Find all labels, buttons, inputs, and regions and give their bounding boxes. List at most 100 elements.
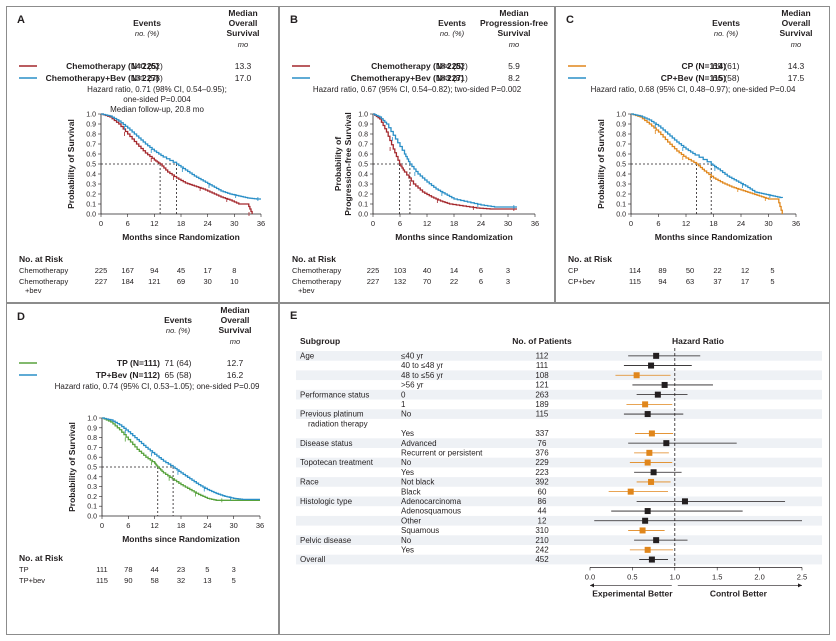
legend-label: CP+Bev (N=115): [661, 73, 726, 83]
y-tick-label: 1.0: [358, 112, 368, 119]
y-tick-label: 0.7: [358, 142, 368, 149]
risk-value: 14: [450, 266, 458, 275]
y-tick-label: 0.8: [87, 435, 97, 442]
y-tick-label: 0.6: [358, 152, 368, 159]
km-curve-bevacizumab: [631, 113, 783, 199]
km-curve-bevacizumab: [101, 113, 261, 200]
median-header-line: Median: [228, 8, 257, 18]
y-tick-label: 0.8: [616, 132, 626, 139]
km-curve-control: [102, 417, 260, 501]
subgroup-level: >56 yr: [401, 381, 424, 390]
risk-value: 17: [203, 266, 211, 275]
legend-events: 131 (58): [131, 73, 163, 83]
y-tick-label: 0.3: [86, 182, 96, 189]
hazard-ratio-marker: [644, 411, 651, 418]
arrowhead-left-icon: [590, 583, 594, 588]
y-tick-label: 1.0: [86, 112, 96, 119]
hazard-ratio-marker: [627, 488, 634, 495]
legend-events: 66 (58): [713, 73, 740, 83]
legend-median: 5.9: [508, 61, 520, 71]
row-shade: [296, 438, 822, 448]
hazard-ratio-note: Median follow-up, 20.8 mo: [110, 105, 204, 114]
risk-value: 184: [121, 277, 134, 286]
y-tick-label: 0.8: [86, 132, 96, 139]
x-tick-label: 24: [477, 219, 485, 228]
km-curve-bevacizumab: [102, 417, 260, 500]
risk-value: 94: [150, 266, 158, 275]
risk-table-title: No. at Risk: [19, 254, 63, 264]
median-header-line: Overall: [229, 18, 258, 28]
patient-count: 44: [538, 507, 547, 516]
row-shade: [296, 535, 822, 545]
median-header-line: Survival: [779, 28, 812, 38]
x-tick-label: 12: [150, 521, 158, 530]
row-shade: [296, 389, 822, 400]
panel-e: E Subgroup No. of Patients Hazard Ratio Age ≤…: [279, 303, 830, 635]
risk-row-label: TP: [19, 565, 29, 574]
risk-value: 37: [713, 277, 721, 286]
y-tick-label: 0.2: [86, 192, 96, 199]
risk-value: 114: [629, 266, 641, 275]
patient-count: 392: [535, 478, 549, 487]
x-tick-label: 18: [177, 219, 185, 228]
y-tick-label: 0.2: [87, 494, 97, 501]
patient-count: 115: [536, 410, 549, 419]
row-shade: [296, 409, 822, 419]
x-tick-label: 6: [398, 219, 402, 228]
legend-events: 183 (81): [436, 73, 468, 83]
panel-e-forest-canvas: E Subgroup No. of Patients Hazard Ratio Age ≤…: [290, 310, 822, 598]
legend-median: 13.3: [235, 61, 252, 71]
hazard-ratio-marker: [644, 508, 651, 515]
subgroup-level: Yes: [401, 429, 414, 438]
panel-letter: A: [17, 14, 25, 26]
x-tick-label: 30: [230, 219, 238, 228]
hazard-ratio-marker: [644, 546, 651, 553]
y-tick-label: 0.7: [616, 142, 626, 149]
row-shade: [296, 496, 822, 507]
y-tick-label: 0.4: [358, 172, 368, 179]
risk-row-label: Chemotherapy: [19, 277, 68, 286]
y-tick-label: 1.0: [87, 416, 97, 423]
subgroup-level: Squamous: [401, 526, 439, 535]
subgroup-level: Yes: [401, 546, 414, 555]
y-tick-label: 0.4: [616, 172, 626, 179]
subgroup-level: Not black: [401, 478, 435, 487]
risk-table-title: No. at Risk: [292, 254, 336, 264]
legend-events: 140 (62): [131, 61, 163, 71]
y-tick-label: 0.6: [87, 455, 97, 462]
legend-median: 8.2: [508, 73, 520, 83]
patient-count: 242: [535, 546, 549, 555]
subgroup-name: Previous platinum: [300, 410, 364, 419]
x-tick-label: 36: [256, 521, 264, 530]
hazard-ratio-marker: [644, 459, 651, 466]
y-tick-label: 0.4: [87, 474, 97, 481]
x-tick-label: 36: [257, 219, 265, 228]
median-header-line: Overall: [221, 315, 250, 325]
arrowhead-right-icon: [798, 583, 802, 588]
hazard-ratio-note: Hazard ratio, 0.71 (98% CI, 0.54–0.95);: [87, 85, 227, 94]
risk-value: 111: [96, 565, 107, 574]
experimental-better-label: Experimental Better: [592, 588, 673, 598]
x-tick-label: 0: [99, 219, 103, 228]
x-tick-label: 12: [682, 219, 690, 228]
risk-value: 30: [203, 277, 211, 286]
subgroup-level: 1: [401, 400, 406, 409]
x-axis-label: Months since Randomization: [655, 232, 773, 242]
subgroup-level: Adenosquamous: [401, 507, 461, 516]
x-tick-label: 12: [423, 219, 431, 228]
panel-letter: E: [290, 310, 297, 322]
panel-c: C Events no. (%) Median Overall Survival mo CP …: [555, 6, 830, 303]
risk-value: 58: [150, 576, 158, 585]
risk-value: 13: [203, 576, 211, 585]
subgroup-level: 40 to ≤48 yr: [401, 361, 444, 370]
risk-value: 8: [232, 266, 236, 275]
x-tick-label: 18: [177, 521, 185, 530]
y-tick-label: 0.0: [87, 514, 97, 521]
y-tick-label: 0.9: [86, 122, 96, 129]
y-tick-label: 0.3: [358, 182, 368, 189]
y-tick-label: 0.2: [358, 192, 368, 199]
risk-value: 23: [177, 565, 185, 574]
subgroup-level: Yes: [401, 468, 414, 477]
x-tick-label: 12: [150, 219, 158, 228]
